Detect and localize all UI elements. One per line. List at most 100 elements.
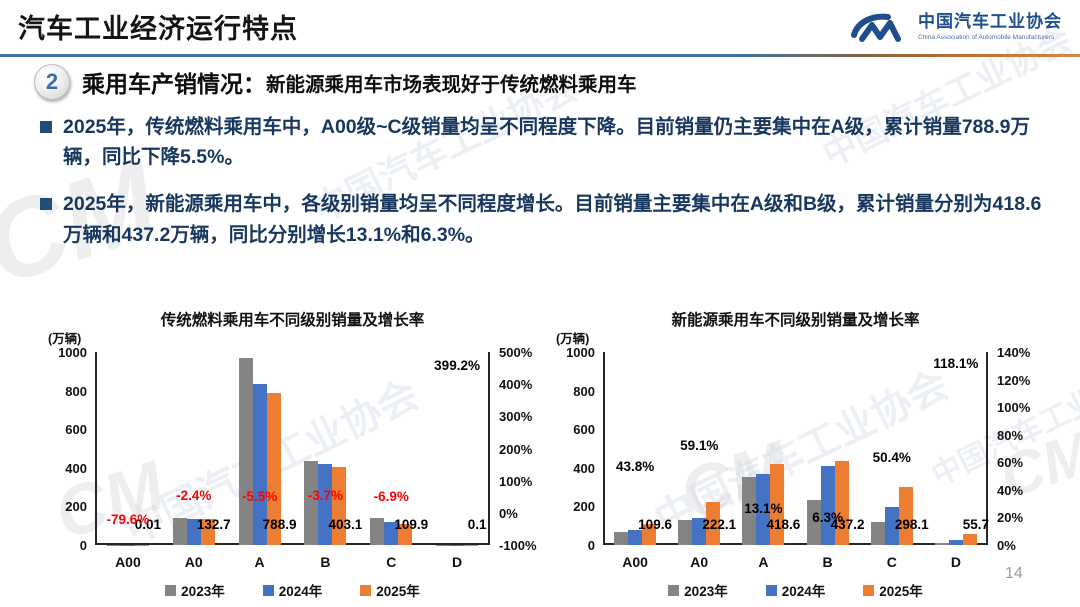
bullet-text: 2025年，新能源乘用车中，各级别销量均呈不同程度增长。目前销量主要集中在A级和… — [63, 193, 1042, 246]
caam-logo-icon — [851, 13, 901, 42]
secondary-axis-tick: 20% — [997, 510, 1024, 526]
legend-item-2024年: 2024年 — [765, 580, 826, 600]
legend-label: 2023年 — [684, 584, 728, 599]
y-axis-tick: 400 — [65, 460, 87, 476]
chart-nev: 新能源乘用车不同级别销量及增长率 (万辆) 1000 800 600 400 200 0 140… — [553, 300, 1058, 607]
y-axis-tick: 200 — [65, 499, 87, 515]
bar-2024年-D — [450, 544, 465, 545]
bar-2023年-B — [304, 461, 319, 545]
bar-2025年-C — [898, 487, 913, 545]
secondary-axis-tick: 80% — [997, 427, 1024, 443]
legend-swatch-icon — [863, 584, 875, 596]
bar-2024年-B — [820, 465, 835, 545]
bar-2024年-A — [756, 473, 771, 545]
bar-2023年-B — [806, 499, 821, 545]
bar-2023年-A0 — [678, 520, 693, 545]
category-label: B — [822, 554, 833, 570]
bar-2025年-A0 — [706, 502, 721, 545]
legend-label: 2023年 — [181, 584, 225, 599]
bullet-square-icon — [40, 198, 52, 211]
growth-label: 13.1% — [744, 500, 783, 516]
bar-2023年-A00 — [614, 532, 629, 545]
legend-item-2023年: 2023年 — [165, 580, 225, 600]
growth-label: 399.2% — [434, 358, 480, 374]
legend-label: 2024年 — [278, 584, 323, 599]
growth-label: 59.1% — [680, 437, 719, 453]
secondary-axis-tick: 300% — [499, 409, 533, 425]
y-axis-tick: 200 — [573, 499, 595, 515]
org-logo: 中国汽车工业协会 China Association of Automobile… — [848, 9, 1062, 45]
y-axis-tick: 0 — [79, 538, 87, 553]
legend-item-2023年: 2023年 — [668, 580, 728, 600]
secondary-axis-tick: 40% — [997, 482, 1024, 498]
legend-swatch-icon — [360, 584, 372, 596]
category-label: A00 — [115, 554, 141, 570]
growth-label: 118.1% — [933, 356, 979, 372]
category-label: A00 — [622, 554, 648, 570]
growth-label: 50.4% — [872, 449, 911, 465]
y-axis-tick: 1000 — [58, 345, 87, 360]
value-label: 0.01 — [134, 517, 162, 532]
secondary-axis-tick: 500% — [499, 345, 533, 360]
chart-title: 新能源乘用车不同级别销量及增长率 — [671, 312, 920, 329]
value-label: 403.1 — [328, 517, 363, 532]
value-label: 55.7 — [962, 517, 990, 532]
bar-2025年-C — [398, 523, 413, 545]
bar-2025年-B — [332, 467, 347, 545]
secondary-axis-tick: 400% — [499, 377, 533, 393]
page-number: 14 — [1005, 565, 1023, 582]
bar-2023年-A — [238, 357, 253, 545]
bar-2025年-A00 — [642, 523, 657, 545]
bullet-list: 2025年，传统燃料乘用车中，A00级~C级销量均呈不同程度下降。目前销量仍主要… — [40, 112, 1052, 267]
bar-2024年-A00 — [628, 530, 643, 545]
axis-unit-label: (万辆) — [48, 332, 82, 346]
growth-label: -3.7% — [307, 488, 344, 504]
bar-2024年-B — [318, 464, 333, 545]
legend-swatch-icon — [262, 584, 274, 596]
y-axis-tick: 800 — [573, 383, 595, 399]
logo-name-en: China Association of Automobile Manufact… — [918, 33, 1055, 41]
legend-swatch-icon — [668, 584, 680, 596]
legend-label: 2025年 — [376, 584, 420, 599]
secondary-axis-tick: 100% — [499, 473, 533, 489]
bar-2023年-A0 — [172, 518, 187, 545]
value-label: 0.1 — [467, 517, 487, 532]
bar-2023年-C — [870, 522, 885, 545]
bar-2025年-A0 — [200, 519, 215, 545]
bullet-item: 2025年，新能源乘用车中，各级别销量均呈不同程度增长。目前销量主要集中在A级和… — [40, 189, 1052, 249]
category-label: A0 — [184, 554, 203, 570]
bar-2023年-A00 — [106, 544, 121, 545]
bar-2025年-A — [266, 392, 281, 545]
bar-2023年-A — [742, 477, 757, 545]
secondary-axis-tick: -100% — [499, 538, 537, 553]
secondary-axis-tick: 100% — [997, 400, 1031, 416]
secondary-axis-tick: 140% — [997, 345, 1031, 360]
bullet-item: 2025年，传统燃料乘用车中，A00级~C级销量均呈不同程度下降。目前销量仍主要… — [40, 112, 1052, 172]
bar-2023年-D — [934, 543, 949, 545]
secondary-axis-tick: 0% — [997, 538, 1016, 553]
legend-label: 2025年 — [879, 584, 923, 599]
value-label: 222.1 — [702, 517, 737, 532]
plot-area — [95, 352, 490, 545]
legend-item-2024年: 2024年 — [262, 580, 323, 600]
legend-swatch-icon — [765, 584, 777, 596]
growth-label: -79.6% — [106, 512, 150, 528]
bar-2024年-A0 — [186, 518, 201, 545]
legend-item-2025年: 2025年 — [360, 580, 420, 600]
category-label: C — [886, 554, 897, 570]
value-label: 109.9 — [394, 517, 429, 532]
growth-label: -2.4% — [176, 487, 212, 503]
category-label: C — [386, 554, 397, 570]
y-axis-tick: 1000 — [566, 345, 595, 360]
bar-2024年-A0 — [692, 518, 707, 545]
growth-label: -5.5% — [241, 488, 278, 504]
growth-label: 6.3% — [812, 510, 843, 526]
legend-label: 2024年 — [781, 584, 826, 599]
secondary-axis-tick: 200% — [499, 441, 533, 457]
secondary-axis-tick: 0% — [499, 505, 518, 521]
category-label: B — [320, 554, 331, 570]
chart-title: 传统燃料乘用车不同级别销量及增长率 — [160, 312, 425, 329]
legend-swatch-icon — [165, 584, 177, 596]
section-title: 乘用车产销情况： — [82, 71, 266, 97]
